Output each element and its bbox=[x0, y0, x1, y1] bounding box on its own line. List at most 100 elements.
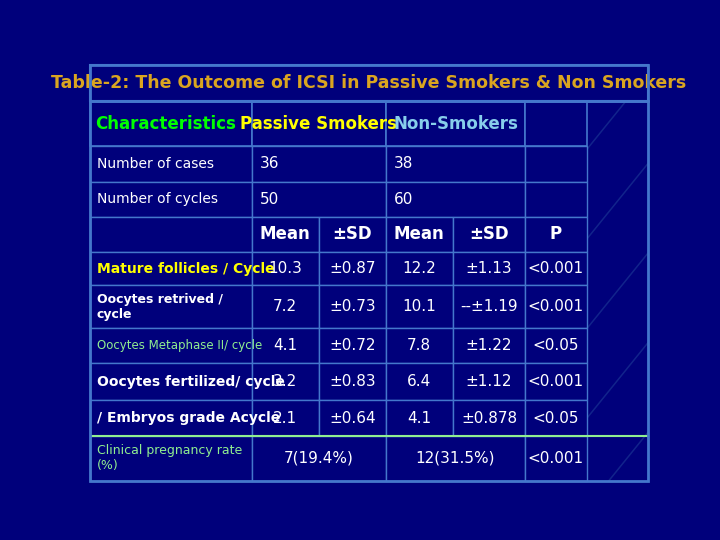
Bar bbox=[252, 436, 386, 481]
Text: Oocytes retrived /
cycle: Oocytes retrived / cycle bbox=[96, 293, 222, 321]
Text: <0.05: <0.05 bbox=[533, 410, 579, 426]
Text: Mature follicles / Cycle: Mature follicles / Cycle bbox=[96, 261, 274, 275]
Bar bbox=[90, 328, 252, 363]
Bar bbox=[319, 328, 386, 363]
Bar bbox=[526, 146, 587, 181]
Bar bbox=[526, 436, 587, 481]
Bar bbox=[252, 102, 386, 146]
Text: <0.001: <0.001 bbox=[528, 374, 584, 389]
Text: ±0.878: ±0.878 bbox=[461, 410, 517, 426]
Bar bbox=[453, 363, 525, 401]
Bar bbox=[90, 363, 252, 401]
Text: ±1.12: ±1.12 bbox=[466, 374, 512, 389]
Bar bbox=[252, 401, 319, 436]
Text: <0.05: <0.05 bbox=[533, 338, 579, 353]
Bar bbox=[453, 252, 525, 285]
Bar bbox=[319, 252, 386, 285]
Text: ±0.72: ±0.72 bbox=[329, 338, 376, 353]
Bar bbox=[319, 401, 386, 436]
Text: Characteristics: Characteristics bbox=[96, 115, 236, 133]
Bar bbox=[90, 217, 252, 252]
Bar bbox=[252, 146, 386, 181]
Bar bbox=[386, 181, 526, 217]
Bar bbox=[319, 363, 386, 401]
Bar bbox=[90, 436, 252, 481]
Text: 7.8: 7.8 bbox=[407, 338, 431, 353]
Text: ±0.73: ±0.73 bbox=[329, 299, 376, 314]
Text: ±SD: ±SD bbox=[333, 225, 372, 244]
Bar bbox=[526, 217, 587, 252]
Bar bbox=[319, 285, 386, 328]
Text: 6.4: 6.4 bbox=[407, 374, 431, 389]
Bar bbox=[453, 328, 525, 363]
Bar bbox=[453, 217, 525, 252]
Text: 60: 60 bbox=[394, 192, 413, 207]
Bar bbox=[90, 146, 252, 181]
Text: ±SD: ±SD bbox=[469, 225, 509, 244]
Text: 2.1: 2.1 bbox=[273, 410, 297, 426]
Text: 7.2: 7.2 bbox=[273, 299, 297, 314]
Bar bbox=[90, 181, 252, 217]
Text: ±0.64: ±0.64 bbox=[329, 410, 376, 426]
Bar bbox=[526, 328, 587, 363]
Text: ±1.13: ±1.13 bbox=[466, 261, 513, 276]
Text: <0.001: <0.001 bbox=[528, 261, 584, 276]
Bar bbox=[526, 181, 587, 217]
Bar bbox=[386, 401, 453, 436]
Bar bbox=[386, 146, 526, 181]
Text: 12(31.5%): 12(31.5%) bbox=[415, 450, 495, 465]
Bar bbox=[252, 285, 319, 328]
Text: <0.001: <0.001 bbox=[528, 450, 584, 465]
Bar bbox=[526, 285, 587, 328]
Bar bbox=[90, 65, 648, 102]
Text: Clinical pregnancy rate
(%): Clinical pregnancy rate (%) bbox=[96, 444, 242, 472]
Text: 10.1: 10.1 bbox=[402, 299, 436, 314]
Bar bbox=[90, 102, 252, 146]
Bar bbox=[90, 285, 252, 328]
Text: Oocytes fertilized/ cycle: Oocytes fertilized/ cycle bbox=[96, 375, 284, 389]
Bar bbox=[453, 285, 525, 328]
Bar bbox=[526, 401, 587, 436]
Text: 38: 38 bbox=[394, 157, 413, 171]
Text: 10.3: 10.3 bbox=[269, 261, 302, 276]
Text: --±1.19: --±1.19 bbox=[460, 299, 518, 314]
Text: ±1.22: ±1.22 bbox=[466, 338, 512, 353]
Bar bbox=[386, 217, 453, 252]
Text: Number of cases: Number of cases bbox=[96, 157, 214, 171]
Bar bbox=[453, 401, 525, 436]
Bar bbox=[252, 181, 386, 217]
Text: 3.2: 3.2 bbox=[273, 374, 297, 389]
Text: Number of cycles: Number of cycles bbox=[96, 192, 217, 206]
Text: Passive Smokers: Passive Smokers bbox=[240, 115, 397, 133]
Bar bbox=[526, 102, 587, 146]
Text: <0.001: <0.001 bbox=[528, 299, 584, 314]
Bar bbox=[319, 217, 386, 252]
Text: 50: 50 bbox=[260, 192, 279, 207]
Bar bbox=[252, 252, 319, 285]
Text: 4.1: 4.1 bbox=[407, 410, 431, 426]
Bar bbox=[386, 436, 526, 481]
Text: 4.1: 4.1 bbox=[273, 338, 297, 353]
Bar bbox=[526, 252, 587, 285]
Text: / Embryos grade Acycle: / Embryos grade Acycle bbox=[96, 411, 280, 425]
Bar bbox=[386, 328, 453, 363]
Text: ±0.87: ±0.87 bbox=[329, 261, 376, 276]
Text: ±0.83: ±0.83 bbox=[329, 374, 376, 389]
Bar bbox=[252, 217, 319, 252]
Text: Oocytes Metaphase II/ cycle: Oocytes Metaphase II/ cycle bbox=[96, 339, 262, 352]
Text: Mean: Mean bbox=[394, 225, 444, 244]
Bar bbox=[252, 363, 319, 401]
Text: 7(19.4%): 7(19.4%) bbox=[284, 450, 354, 465]
Text: Table-2: The Outcome of ICSI in Passive Smokers & Non Smokers: Table-2: The Outcome of ICSI in Passive … bbox=[51, 74, 687, 92]
Bar bbox=[386, 285, 453, 328]
Bar bbox=[90, 252, 252, 285]
Bar bbox=[386, 102, 526, 146]
Text: Mean: Mean bbox=[260, 225, 310, 244]
Bar bbox=[386, 252, 453, 285]
Bar bbox=[90, 65, 648, 102]
Text: 12.2: 12.2 bbox=[402, 261, 436, 276]
Bar bbox=[252, 328, 319, 363]
Text: Non-Smokers: Non-Smokers bbox=[393, 115, 518, 133]
Bar bbox=[386, 363, 453, 401]
Bar bbox=[526, 363, 587, 401]
